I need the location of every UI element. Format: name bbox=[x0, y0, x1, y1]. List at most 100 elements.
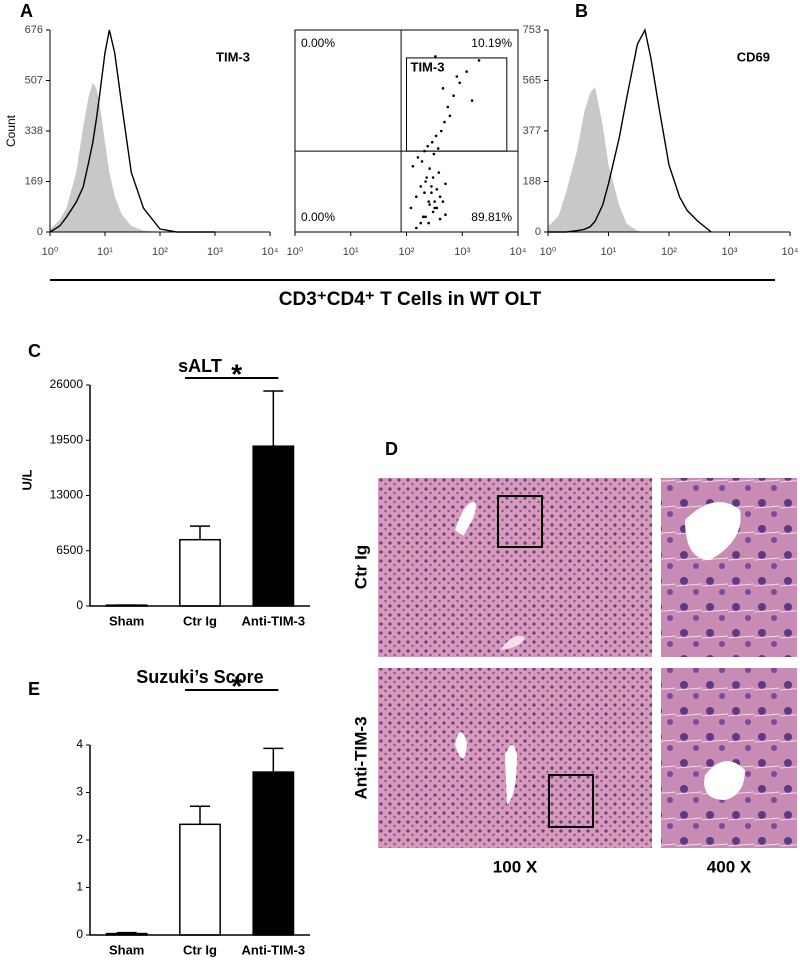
x-tick-label: 10³ bbox=[454, 246, 470, 258]
y-tick-label: 0 bbox=[76, 598, 83, 612]
gate-label: TIM-3 bbox=[411, 59, 445, 74]
y-tick-label: 188 bbox=[523, 175, 541, 187]
point bbox=[419, 185, 423, 188]
histogram-line bbox=[548, 27, 712, 233]
vessel bbox=[685, 502, 741, 560]
x-tick-label: 10³ bbox=[207, 246, 223, 258]
chart-title: Suzuki’s Score bbox=[136, 667, 263, 687]
y-tick-label: 13000 bbox=[50, 488, 84, 502]
point bbox=[444, 182, 447, 186]
vessel bbox=[455, 731, 467, 759]
histology-panel: D Ctr Ig Anti-TIM-3 100 X 400 X bbox=[351, 439, 797, 876]
axis bbox=[89, 745, 310, 936]
zoom-box bbox=[548, 774, 594, 828]
histogram-area bbox=[548, 87, 712, 233]
axis bbox=[49, 30, 270, 233]
point bbox=[409, 206, 413, 210]
x-tick-label: Anti-TIM-3 bbox=[242, 942, 306, 957]
point bbox=[465, 70, 468, 73]
panel-label: E bbox=[28, 679, 40, 699]
point bbox=[430, 185, 433, 188]
x-tick-label: Sham bbox=[109, 942, 144, 957]
point bbox=[411, 164, 415, 168]
y-tick-label: 1 bbox=[76, 880, 83, 894]
column-label: 400 X bbox=[707, 857, 752, 876]
point bbox=[424, 180, 427, 183]
row-label: Ctr Ig bbox=[351, 545, 370, 589]
x-tick-label: 10¹ bbox=[97, 246, 113, 258]
point bbox=[444, 213, 447, 217]
error-bar bbox=[116, 931, 137, 934]
bar bbox=[179, 538, 221, 607]
point bbox=[433, 206, 436, 210]
y-tick-label: 19500 bbox=[50, 432, 84, 446]
point bbox=[430, 140, 434, 144]
x-tick-label: 10¹ bbox=[601, 246, 617, 258]
point bbox=[427, 200, 430, 203]
column-label: 100 X bbox=[493, 857, 538, 876]
y-tick-label: 565 bbox=[523, 74, 541, 86]
x-tick-label: 10⁴ bbox=[782, 246, 799, 258]
x-tick-label: 10³ bbox=[722, 246, 738, 258]
y-tick-label: 6500 bbox=[56, 543, 83, 557]
row-label: Anti-TIM-3 bbox=[351, 716, 370, 799]
point bbox=[446, 105, 450, 109]
bar bbox=[252, 445, 295, 607]
annotation: CD69 bbox=[737, 49, 770, 64]
point bbox=[425, 176, 428, 179]
significance-label: * bbox=[231, 670, 242, 701]
point bbox=[426, 144, 429, 148]
gate bbox=[406, 57, 508, 152]
point bbox=[421, 215, 425, 219]
point bbox=[477, 59, 481, 62]
vessel bbox=[704, 761, 745, 800]
panel-label: C bbox=[28, 341, 41, 361]
y-tick-label: 169 bbox=[25, 175, 43, 187]
y-tick-label: 507 bbox=[25, 74, 43, 86]
point bbox=[434, 134, 438, 138]
x-tick-label: Anti-TIM-3 bbox=[242, 613, 306, 628]
histogram-area bbox=[50, 82, 215, 233]
x-tick-label: 10² bbox=[399, 246, 415, 258]
bar bbox=[252, 771, 295, 936]
axis bbox=[89, 385, 310, 607]
panel-label: A bbox=[20, 1, 33, 21]
point bbox=[438, 217, 442, 221]
point bbox=[435, 206, 439, 210]
vessel bbox=[455, 501, 477, 536]
point bbox=[416, 156, 420, 159]
point bbox=[415, 226, 418, 230]
point bbox=[441, 200, 445, 203]
point bbox=[439, 129, 443, 133]
x-tick-label: Ctr Ig bbox=[183, 942, 217, 957]
x-tick-label: 10⁰ bbox=[287, 246, 304, 258]
micrograph bbox=[661, 668, 797, 848]
y-tick-label: 338 bbox=[25, 125, 43, 137]
significance-label: * bbox=[231, 358, 242, 389]
point bbox=[430, 191, 433, 195]
point bbox=[427, 221, 430, 225]
y-tick-label: 0 bbox=[37, 226, 43, 238]
point bbox=[437, 171, 441, 174]
point bbox=[436, 147, 440, 150]
point bbox=[470, 99, 474, 102]
error-bar bbox=[263, 747, 284, 773]
x-tick-label: 10¹ bbox=[343, 246, 359, 258]
bar bbox=[179, 823, 221, 936]
point bbox=[415, 195, 418, 199]
vessel bbox=[500, 635, 525, 650]
point bbox=[431, 176, 435, 179]
vessel bbox=[505, 745, 517, 805]
y-tick-label: 3 bbox=[76, 785, 83, 799]
x-tick-label: 10² bbox=[152, 246, 168, 258]
point bbox=[428, 203, 431, 206]
error-bar bbox=[190, 805, 210, 825]
quadrant-label: 0.00% bbox=[301, 210, 335, 224]
point bbox=[452, 94, 455, 98]
x-tick-label: 10⁰ bbox=[42, 246, 59, 258]
error-bar bbox=[190, 525, 210, 540]
point bbox=[448, 114, 452, 118]
y-tick-label: 26000 bbox=[50, 377, 84, 391]
point bbox=[458, 81, 461, 85]
x-tick-label: 10⁴ bbox=[262, 246, 279, 258]
